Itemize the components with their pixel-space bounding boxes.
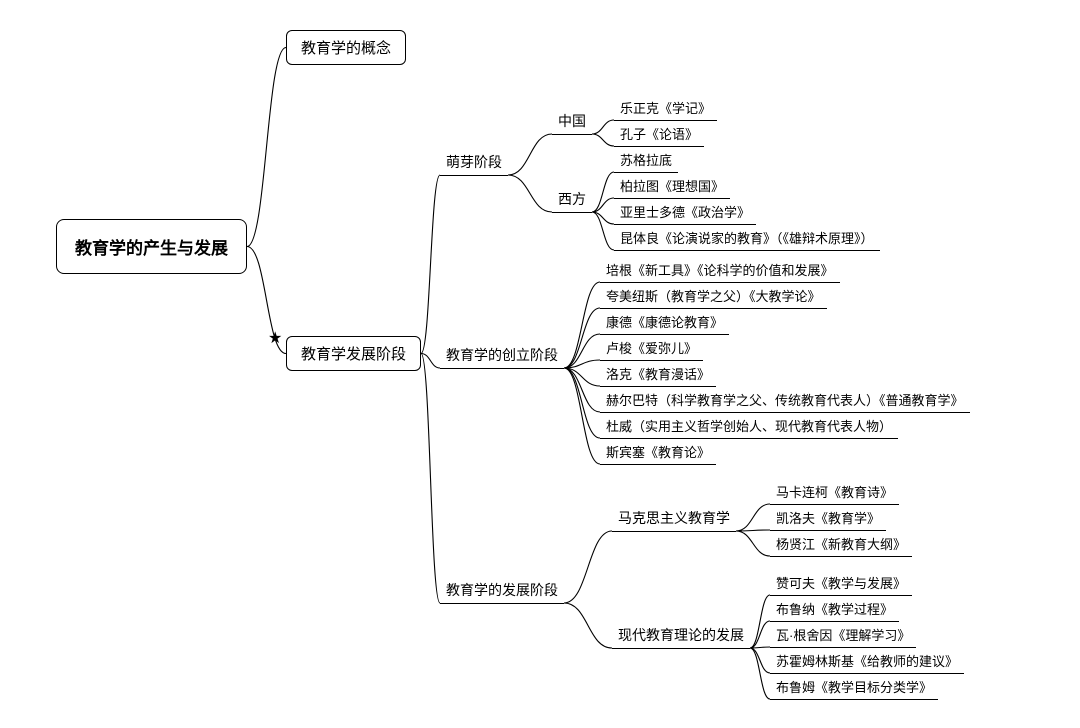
node-l_md4: 苏霍姆林斯基《给教师的建议》 bbox=[770, 649, 964, 674]
node-root: 教育学的产生与发展 bbox=[56, 219, 247, 274]
node-l_w1: 苏格拉底 bbox=[614, 148, 678, 173]
node-l_f6: 赫尔巴特（科学教育学之父、传统教育代表人）《普通教育学》 bbox=[600, 388, 970, 413]
node-label: 凯洛夫《教育学》 bbox=[776, 508, 880, 527]
node-n_stages: 教育学发展阶段 bbox=[286, 336, 421, 371]
node-label: 中国 bbox=[558, 111, 586, 131]
node-l_cn2: 孔子《论语》 bbox=[614, 122, 704, 147]
node-label: 苏格拉底 bbox=[620, 150, 672, 169]
node-l_w3: 亚里士多德《政治学》 bbox=[614, 200, 756, 225]
node-l_m1: 马卡连柯《教育诗》 bbox=[770, 480, 899, 505]
node-label: 培根《新工具》《论科学的价值和发展》 bbox=[606, 260, 834, 279]
node-label: 赞可夫《教学与发展》 bbox=[776, 573, 906, 592]
node-n_sprout: 萌芽阶段 bbox=[440, 150, 508, 176]
node-label: 苏霍姆林斯基《给教师的建议》 bbox=[776, 651, 958, 670]
node-label: 教育学的产生与发展 bbox=[75, 234, 228, 259]
node-label: 乐正克《学记》 bbox=[620, 98, 711, 117]
node-l_cn1: 乐正克《学记》 bbox=[614, 96, 717, 121]
node-label: 马卡连柯《教育诗》 bbox=[776, 482, 893, 501]
node-n_concept: 教育学的概念 bbox=[286, 30, 406, 65]
star-marker: ★ bbox=[268, 328, 282, 348]
node-label: 西方 bbox=[558, 189, 586, 209]
node-l_f8: 斯宾塞《教育论》 bbox=[600, 440, 716, 465]
node-label: 布鲁纳《教学过程》 bbox=[776, 599, 893, 618]
node-l_w4: 昆体良《论演说家的教育》（《雄辩术原理》） bbox=[614, 226, 880, 251]
node-label: 卢梭《爱弥儿》 bbox=[606, 338, 697, 357]
node-label: 教育学的发展阶段 bbox=[446, 580, 558, 600]
node-label: 马克思主义教育学 bbox=[618, 508, 730, 528]
node-label: 杨贤江《新教育大纲》 bbox=[776, 534, 906, 553]
node-l_md5: 布鲁姆《教学目标分类学》 bbox=[770, 675, 938, 700]
node-n_cn: 中国 bbox=[552, 109, 592, 135]
node-label: 斯宾塞《教育论》 bbox=[606, 442, 710, 461]
node-l_f5: 洛克《教育漫话》 bbox=[600, 362, 716, 387]
node-n_found: 教育学的创立阶段 bbox=[440, 343, 564, 369]
node-l_f2: 夸美纽斯（教育学之父）《大教学论》 bbox=[600, 284, 827, 309]
node-l_m2: 凯洛夫《教育学》 bbox=[770, 506, 886, 531]
node-label: 亚里士多德《政治学》 bbox=[620, 202, 750, 221]
node-label: 教育学的创立阶段 bbox=[446, 345, 558, 365]
node-l_m3: 杨贤江《新教育大纲》 bbox=[770, 532, 912, 557]
node-l_w2: 柏拉图《理想国》 bbox=[614, 174, 730, 199]
node-l_f7: 杜威（实用主义哲学创始人、现代教育代表人物） bbox=[600, 414, 898, 439]
node-l_f3: 康德《康德论教育》 bbox=[600, 310, 729, 335]
node-label: 教育学的概念 bbox=[301, 37, 391, 58]
mindmap-canvas: 教育学的产生与发展 教育学的概念教育学发展阶段 萌芽阶段 中国 乐正克《学记》孔子《论语… bbox=[0, 0, 1080, 728]
node-label: 教育学发展阶段 bbox=[301, 343, 406, 364]
node-label: 孔子《论语》 bbox=[620, 124, 698, 143]
node-label: 洛克《教育漫话》 bbox=[606, 364, 710, 383]
node-l_f4: 卢梭《爱弥儿》 bbox=[600, 336, 703, 361]
node-l_md3: 瓦·根舍因《理解学习》 bbox=[770, 623, 916, 648]
node-label: 康德《康德论教育》 bbox=[606, 312, 723, 331]
node-label: 赫尔巴特（科学教育学之父、传统教育代表人）《普通教育学》 bbox=[606, 390, 964, 409]
node-n_marx: 马克思主义教育学 bbox=[612, 506, 736, 532]
node-l_md2: 布鲁纳《教学过程》 bbox=[770, 597, 899, 622]
node-label: 杜威（实用主义哲学创始人、现代教育代表人物） bbox=[606, 416, 892, 435]
node-l_md1: 赞可夫《教学与发展》 bbox=[770, 571, 912, 596]
node-label: 萌芽阶段 bbox=[446, 152, 502, 172]
node-n_modern: 现代教育理论的发展 bbox=[612, 623, 750, 649]
node-n_west: 西方 bbox=[552, 187, 592, 213]
node-l_f1: 培根《新工具》《论科学的价值和发展》 bbox=[600, 258, 840, 283]
node-label: 夸美纽斯（教育学之父）《大教学论》 bbox=[606, 286, 821, 305]
node-label: 瓦·根舍因《理解学习》 bbox=[776, 625, 910, 644]
node-label: 现代教育理论的发展 bbox=[618, 625, 744, 645]
node-label: 布鲁姆《教学目标分类学》 bbox=[776, 677, 932, 696]
node-label: 柏拉图《理想国》 bbox=[620, 176, 724, 195]
node-n_dev: 教育学的发展阶段 bbox=[440, 578, 564, 604]
node-label: 昆体良《论演说家的教育》（《雄辩术原理》） bbox=[620, 228, 874, 247]
